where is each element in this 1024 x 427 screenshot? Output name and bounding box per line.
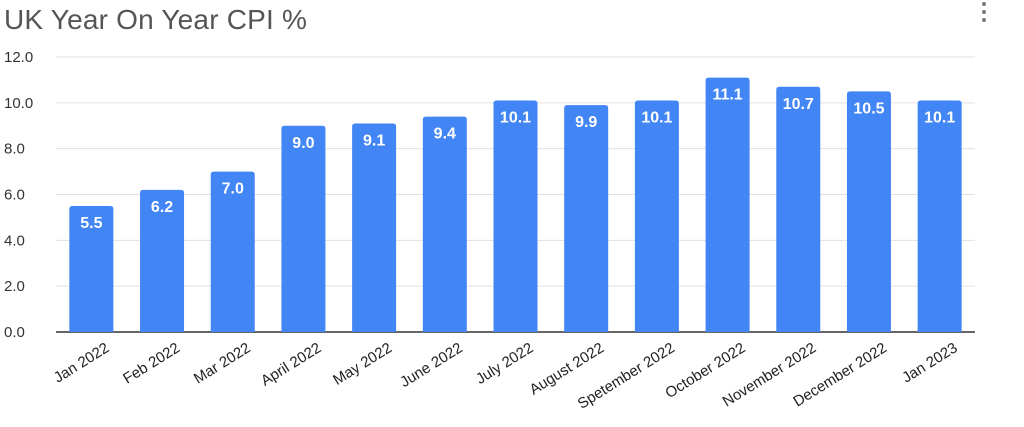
bar[interactable] [564, 105, 609, 332]
x-tick-label: May 2022 [330, 339, 395, 388]
x-tick-label: July 2022 [473, 339, 536, 387]
bar[interactable] [281, 125, 326, 332]
data-label: 10.7 [783, 96, 814, 113]
bar[interactable] [917, 100, 962, 333]
bar[interactable] [210, 171, 255, 332]
x-tick-label: Jan 2022 [51, 339, 112, 386]
y-tick-label: 6.0 [4, 187, 25, 204]
bar[interactable] [705, 77, 750, 332]
y-tick-label: 2.0 [4, 278, 25, 295]
data-label: 11.1 [712, 87, 742, 104]
data-labels: 5.5 6.2 7.0 9.0 9.1 9.4 10.1 9.9 10.1 11.1 10.7 10.… [80, 87, 955, 232]
y-tick-label: 4.0 [4, 232, 25, 249]
x-tick-label: April 2022 [258, 339, 324, 389]
bar[interactable] [140, 189, 185, 332]
data-label: 10.1 [500, 110, 531, 127]
bars [69, 77, 962, 333]
x-axis-ticks: Jan 2022 Feb 2022 Mar 2022 April 2022 May 20… [51, 339, 961, 412]
data-label: 9.9 [575, 114, 597, 131]
data-label: 10.1 [641, 110, 672, 127]
bar[interactable] [422, 116, 467, 332]
data-label: 5.5 [80, 215, 102, 232]
x-tick-label: Mar 2022 [191, 339, 254, 387]
bar[interactable] [69, 205, 114, 332]
x-tick-label: June 2022 [397, 339, 465, 391]
data-label: 9.1 [363, 132, 385, 149]
y-tick-label: 10.0 [4, 95, 33, 112]
data-label: 9.4 [434, 126, 456, 143]
bar[interactable] [352, 123, 397, 332]
bar[interactable] [493, 100, 538, 333]
y-tick-label: 8.0 [4, 141, 25, 158]
x-tick-label: Jan 2023 [899, 339, 960, 386]
data-label: 9.0 [292, 135, 314, 152]
bar[interactable] [846, 91, 891, 332]
data-label: 10.1 [924, 110, 955, 127]
bar[interactable] [634, 100, 679, 333]
y-tick-label: 0.0 [4, 324, 25, 341]
bar[interactable] [776, 86, 821, 333]
data-label: 7.0 [222, 181, 244, 198]
data-label: 6.2 [151, 199, 173, 216]
chart-title: UK Year On Year CPI % [4, 4, 308, 35]
data-label: 10.5 [853, 100, 884, 117]
y-tick-label: 12.0 [4, 49, 33, 66]
y-axis-ticks: 0.0 2.0 4.0 6.0 8.0 10.0 12.0 [4, 49, 33, 341]
x-tick-label: Feb 2022 [120, 339, 183, 387]
more-options-icon[interactable] [978, 0, 990, 22]
